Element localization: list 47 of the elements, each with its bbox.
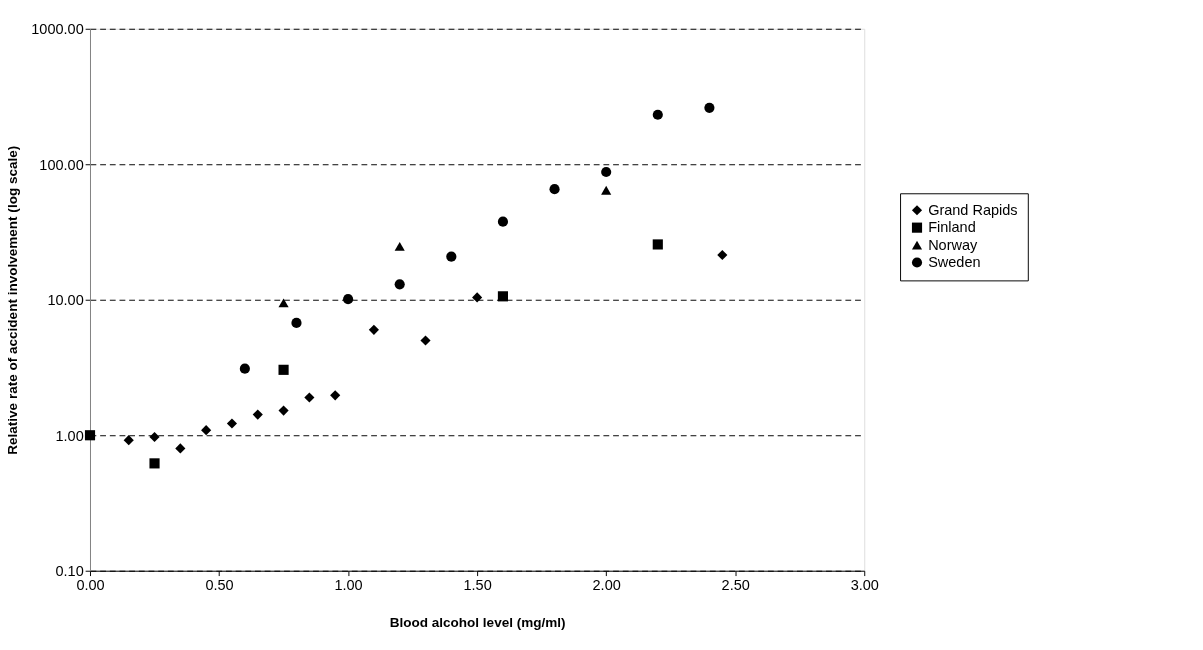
point <box>472 292 483 303</box>
point <box>420 335 431 346</box>
point <box>446 251 457 262</box>
legend-label: Norway <box>928 236 979 253</box>
y-tick-label: 1.00 <box>55 427 84 444</box>
x-tick-label: 3.00 <box>850 576 879 593</box>
point <box>343 294 354 305</box>
x-tick-label: 0.50 <box>205 576 234 593</box>
point <box>601 185 612 195</box>
point <box>304 392 315 403</box>
point <box>291 317 302 328</box>
point <box>652 239 663 250</box>
point <box>149 458 160 469</box>
point <box>652 109 663 120</box>
point <box>149 431 160 443</box>
x-tick-label: 2.00 <box>592 576 621 593</box>
legend-label: Sweden <box>928 254 981 271</box>
y-tick-label: 1000.00 <box>31 21 84 38</box>
y-axis-title: Relative rate of accident involvement (log scale) <box>4 145 20 455</box>
point <box>84 430 96 441</box>
point <box>330 390 341 401</box>
legend-label: Finland <box>928 219 976 236</box>
point <box>252 409 263 420</box>
point <box>549 184 560 195</box>
point <box>704 102 715 113</box>
point <box>368 324 379 335</box>
x-axis-title: Blood alcohol level (mg/ml) <box>389 615 566 631</box>
point <box>394 241 405 251</box>
x-tick-label: 1.00 <box>334 576 363 593</box>
point <box>123 435 134 446</box>
point <box>278 364 289 375</box>
y-tick-label: 100.00 <box>39 156 84 173</box>
point <box>497 216 509 227</box>
point <box>201 425 212 436</box>
x-tick-label: 1.50 <box>463 576 492 593</box>
point <box>394 279 405 290</box>
point <box>497 291 509 302</box>
point <box>175 443 186 454</box>
point <box>239 363 250 374</box>
point <box>226 418 238 429</box>
legend-label: Grand Rapids <box>928 202 1018 219</box>
y-tick-label: 10.00 <box>47 292 84 309</box>
point <box>278 405 289 416</box>
point <box>278 298 289 308</box>
point <box>717 249 728 261</box>
point <box>601 166 612 178</box>
x-tick-label: 2.50 <box>721 576 750 593</box>
